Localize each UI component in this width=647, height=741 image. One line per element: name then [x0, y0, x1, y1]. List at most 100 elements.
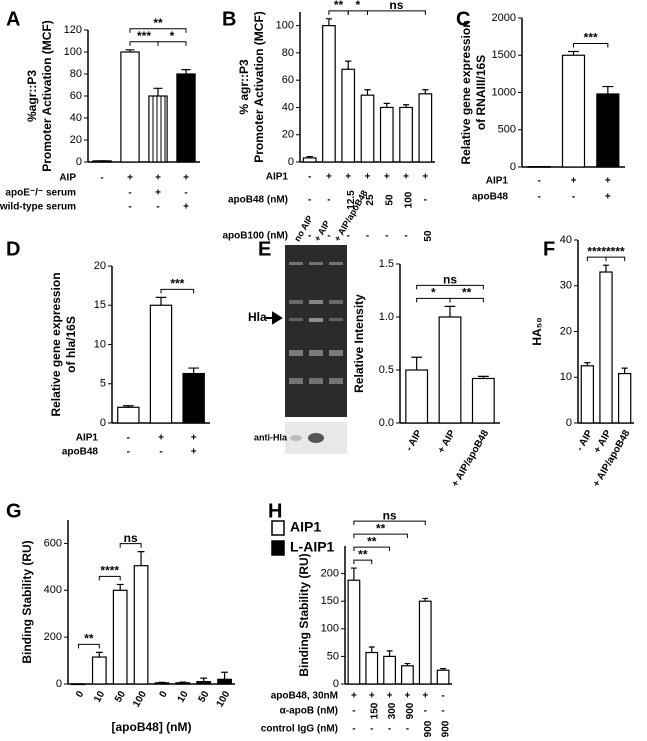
y-tick-label: 10: [94, 338, 106, 350]
y-axis-label: Relative gene expression: [459, 20, 473, 164]
y-tick-label: 40: [560, 234, 572, 246]
error-bar: [137, 551, 145, 566]
condition-value: -: [366, 231, 369, 242]
significance-label: ***: [584, 31, 598, 45]
condition-value: -: [308, 231, 311, 242]
bar: [405, 369, 429, 424]
significance-label: ns: [443, 273, 457, 287]
panel-letter: A: [6, 8, 20, 30]
y-tick-label: 0: [76, 156, 82, 168]
x-tick-label: 50: [196, 689, 211, 705]
y-tick-label: 0: [510, 161, 516, 173]
y-tick-label: 0: [566, 417, 572, 429]
error-bar: [200, 677, 208, 682]
condition-value: +: [158, 433, 164, 444]
y-tick-label: 30: [560, 280, 572, 292]
bar: [148, 95, 168, 163]
condition-value: -: [156, 202, 159, 213]
y-axis-label: Binding Stability (RU): [20, 540, 34, 663]
condition-value: -: [128, 202, 131, 213]
x-tick-label: 50: [113, 689, 128, 705]
condition-value: +: [183, 173, 189, 184]
error-bar: [123, 405, 134, 408]
condition-value: -: [184, 188, 187, 199]
error-bar: [181, 69, 191, 74]
condition-value: -: [128, 188, 131, 199]
condition-value: -: [308, 195, 311, 206]
condition-label: AIP1: [266, 172, 289, 183]
condition-value: +: [404, 691, 410, 702]
significance-bracket: [157, 41, 187, 46]
y-tick-label: 10: [560, 371, 572, 383]
significance-label: **: [358, 547, 368, 561]
condition-value: -: [308, 172, 311, 183]
significance-bracket: [129, 28, 187, 33]
panel-letter: G: [6, 500, 22, 522]
condition-label: apoB48 (nM): [228, 195, 288, 206]
y-tick-label: 100: [276, 20, 294, 32]
y-axis-label: %agr::P3: [25, 70, 39, 122]
condition-value: +: [387, 691, 393, 702]
bar: [176, 73, 196, 163]
condition-value: -: [388, 724, 391, 735]
bar: [175, 682, 191, 685]
y-tick-label: 1.5: [379, 258, 394, 270]
condition-value: +: [326, 172, 332, 183]
condition-value: -: [100, 173, 103, 184]
error-bar: [179, 681, 187, 683]
bar: [217, 678, 232, 685]
y-tick-label: 200: [44, 631, 62, 643]
panel-letter: C: [456, 8, 470, 30]
bar: [418, 93, 433, 163]
y-tick-label: 0.5: [379, 364, 394, 376]
condition-label: apoB48: [472, 192, 509, 203]
error-bar: [351, 567, 357, 581]
condition-value: 300: [387, 702, 398, 719]
condition-label: AIP1: [76, 433, 99, 444]
significance-label: **: [84, 632, 94, 646]
y-tick-label: 120: [64, 24, 82, 36]
error-bar: [404, 662, 411, 666]
significance-bracket: [605, 256, 626, 262]
significance-label: ns: [383, 508, 397, 522]
band-arrow: [266, 311, 283, 325]
condition-value: +: [127, 173, 133, 184]
y-axis-label: Binding Stability (RU): [297, 553, 311, 676]
bar: [322, 25, 336, 163]
bar: [365, 651, 379, 685]
condition-value: -: [385, 231, 388, 242]
significance-label: *: [170, 29, 175, 43]
y-axis-label: % agr::P3: [237, 59, 251, 115]
condition-value: 150: [369, 702, 380, 719]
bar: [149, 304, 173, 424]
error-bar: [153, 87, 163, 96]
condition-label: wild-type serum: [0, 202, 76, 213]
error-bar: [422, 597, 429, 602]
condition-value: 900: [441, 720, 452, 737]
bar: [596, 93, 620, 168]
error-bar: [568, 50, 579, 56]
error-bar: [125, 49, 135, 52]
y-tick-label: 50: [327, 650, 339, 662]
significance-bracket: [160, 288, 195, 294]
x-tick-label: 100: [131, 689, 149, 709]
bar: [91, 656, 107, 685]
y-axis-label: Relative Intensity: [352, 294, 366, 393]
significance-bracket: [353, 559, 373, 565]
condition-label: apoB100 (nM): [222, 231, 288, 242]
y-tick-label: 20: [70, 134, 82, 146]
condition-value: +: [183, 202, 189, 213]
condition-value: -: [352, 706, 355, 717]
significance-label: ns: [389, 0, 403, 12]
y-tick-label: 15: [94, 299, 106, 311]
condition-label: AIP: [59, 173, 76, 184]
condition-value: +: [369, 691, 375, 702]
condition-value: +: [191, 447, 197, 458]
bar: [341, 68, 356, 163]
band-label: Hla: [248, 310, 267, 324]
condition-value: -: [424, 195, 427, 206]
significance-bracket: [353, 520, 426, 526]
condition-value: -: [537, 176, 540, 187]
